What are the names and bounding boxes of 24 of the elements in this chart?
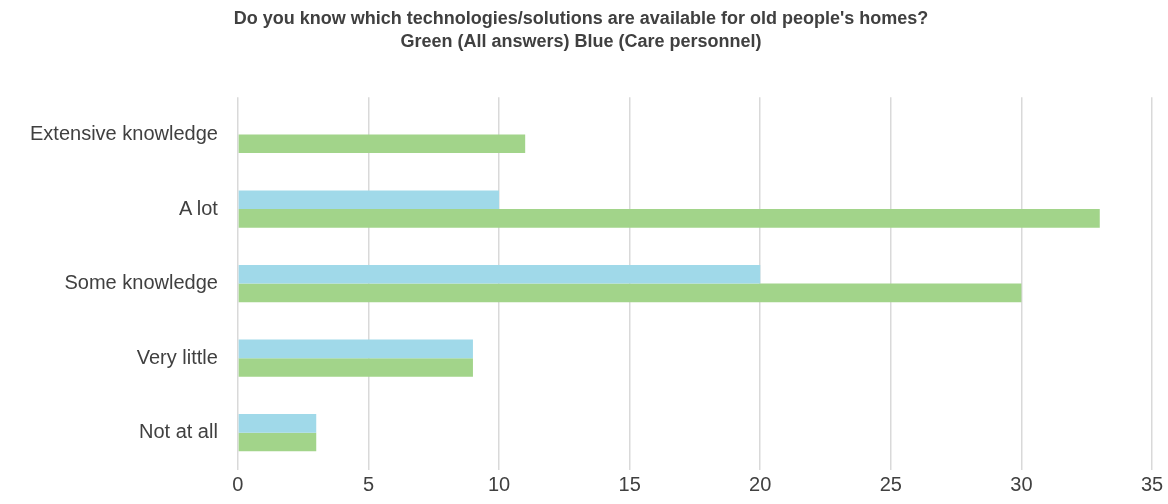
bar bbox=[238, 283, 1022, 303]
x-tick-label: 15 bbox=[618, 472, 641, 495]
y-tick-label: Not at all bbox=[138, 420, 218, 443]
bar bbox=[238, 134, 526, 154]
bar bbox=[238, 432, 317, 452]
x-tick-label: 20 bbox=[749, 472, 772, 495]
x-tick-label: 35 bbox=[1140, 472, 1164, 495]
chart-title: Do you know which technologies/solutions are available for old people's homes? bbox=[233, 7, 929, 28]
bar bbox=[238, 209, 1100, 228]
chart-subtitle: Green (All answers) Blue (Care personnel) bbox=[400, 31, 762, 52]
y-tick-label: Very little bbox=[136, 345, 218, 368]
x-tick-label: 25 bbox=[879, 472, 902, 495]
bar bbox=[238, 339, 473, 359]
bar bbox=[238, 190, 500, 210]
y-tick-label: Extensive knowledge bbox=[30, 122, 218, 144]
x-tick-label: 30 bbox=[1010, 472, 1033, 495]
bar bbox=[238, 358, 473, 377]
bar bbox=[238, 414, 317, 433]
y-tick-label: A lot bbox=[178, 196, 219, 219]
x-tick-label: 5 bbox=[362, 472, 375, 495]
y-tick-label: Some knowledge bbox=[64, 271, 218, 294]
x-tick-label: 10 bbox=[487, 472, 511, 495]
bar bbox=[238, 264, 761, 284]
x-tick-label: 0 bbox=[232, 472, 244, 495]
